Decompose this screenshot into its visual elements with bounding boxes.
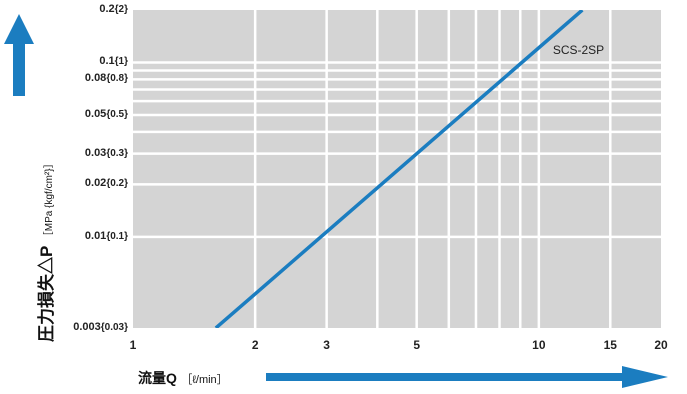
x-axis-title: 流量Q ［ℓ/min］ — [138, 368, 228, 388]
y-axis-arrow — [4, 14, 34, 96]
y-tick-kgf: {0.5} — [106, 108, 128, 120]
y-tick-value: 0.03 — [84, 146, 107, 159]
y-tick-kgf: {0.03} — [100, 322, 128, 333]
x-tick-label: 2 — [251, 338, 259, 352]
y-axis-unit: ［MPa {kgf/cm²}］ — [44, 158, 55, 242]
y-tick-kgf: {2} — [114, 4, 128, 15]
y-tick-value: 0.01 — [84, 229, 107, 242]
y-axis-title: 圧力損失△P ［MPa {kgf/cm²}］ — [4, 96, 56, 342]
y-tick-kgf: {1} — [114, 56, 128, 68]
y-tick-label: 0.02{0.2} — [85, 177, 128, 189]
x-tick-label: 20 — [654, 338, 668, 352]
x-axis-arrow — [266, 366, 668, 388]
x-tick-label: 10 — [532, 338, 546, 352]
series-layer — [214, 10, 584, 328]
series-label: SCS-2SP — [552, 42, 605, 57]
x-axis-unit: ［ℓ/min］ — [181, 374, 228, 386]
y-tick-label: 0.1{1} — [99, 55, 128, 67]
y-tick-kgf: {0.3} — [106, 147, 128, 159]
x-tick-label: 1 — [129, 338, 137, 352]
y-tick-value: 0.05 — [84, 107, 107, 120]
y-axis-label: 圧力損失△P — [37, 245, 56, 342]
x-tick-label: 3 — [323, 338, 330, 352]
y-tick-value: 0.02 — [84, 177, 107, 190]
y-tick-label: 0.2{2} — [99, 3, 128, 15]
series-line-0 — [214, 10, 584, 328]
x-tick-label: 15 — [603, 338, 617, 352]
y-tick-value: 0.2 — [99, 3, 115, 15]
x-tick-label: 5 — [413, 338, 420, 352]
y-tick-value: 0.08 — [84, 72, 107, 85]
y-tick-kgf: {0.2} — [106, 178, 128, 190]
y-tick-value: 0.1 — [99, 55, 115, 68]
y-tick-label: 0.03{0.3} — [85, 147, 128, 159]
y-tick-kgf: {0.1} — [106, 230, 128, 242]
y-tick-label: 0.05{0.5} — [85, 108, 128, 120]
y-tick-label: 0.01{0.1} — [85, 230, 128, 242]
y-tick-label: 0.08{0.8} — [85, 72, 128, 84]
x-axis-label: 流量Q — [138, 370, 177, 386]
y-tick-label: 0.003{0.03} — [73, 321, 128, 333]
y-tick-kgf: {0.8} — [106, 73, 128, 85]
y-tick-value: 0.003 — [73, 321, 101, 333]
